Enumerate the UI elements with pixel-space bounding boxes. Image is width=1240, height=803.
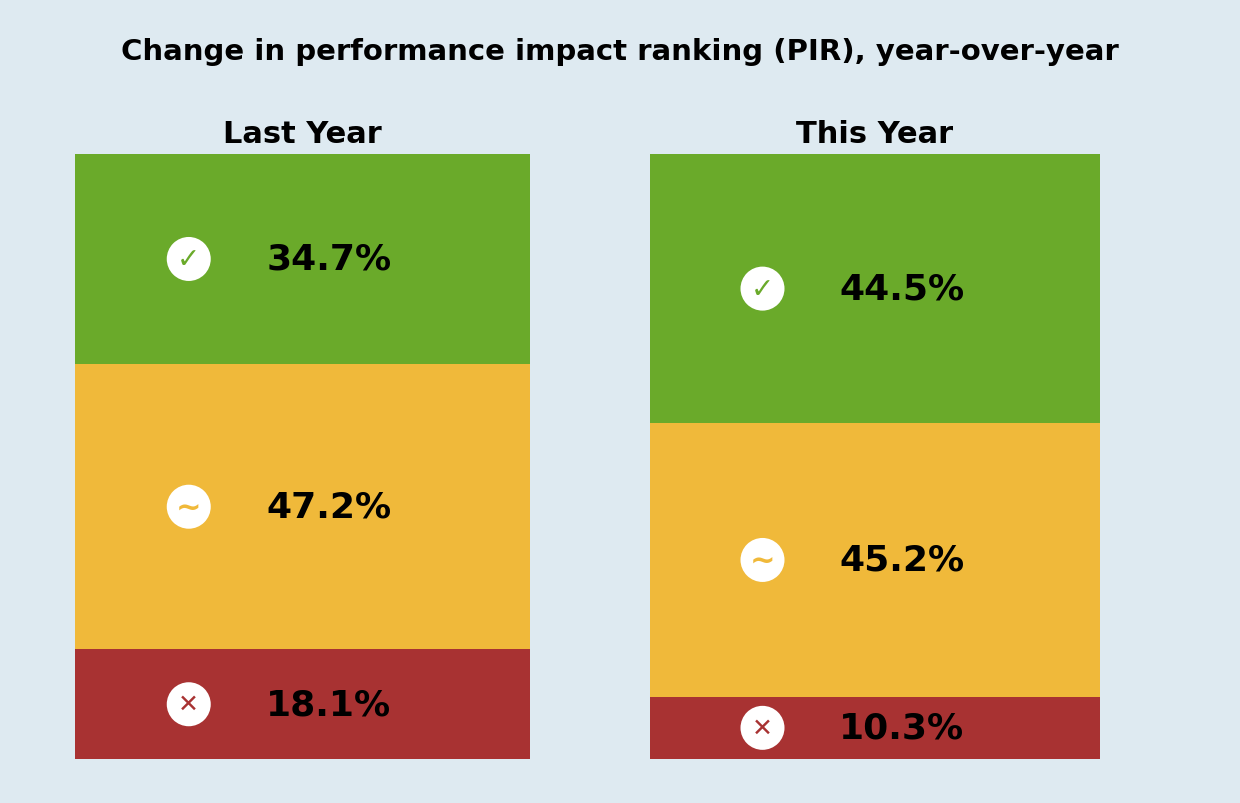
Ellipse shape bbox=[740, 538, 785, 582]
Text: Change in performance impact ranking (PIR), year-over-year: Change in performance impact ranking (PI… bbox=[122, 38, 1118, 66]
Ellipse shape bbox=[740, 267, 785, 312]
Ellipse shape bbox=[166, 485, 211, 529]
Ellipse shape bbox=[166, 683, 211, 727]
Bar bbox=[650, 155, 1100, 424]
Ellipse shape bbox=[740, 706, 785, 750]
Bar bbox=[650, 697, 1100, 759]
Text: ✕: ✕ bbox=[179, 692, 200, 716]
Bar bbox=[74, 155, 529, 365]
Bar bbox=[74, 650, 529, 759]
Text: ∼: ∼ bbox=[750, 547, 775, 576]
Text: 10.3%: 10.3% bbox=[839, 711, 965, 745]
Ellipse shape bbox=[166, 238, 211, 282]
Text: This Year: This Year bbox=[796, 120, 954, 149]
Text: ✓: ✓ bbox=[177, 246, 201, 274]
Text: ✕: ✕ bbox=[751, 716, 773, 740]
Text: 44.5%: 44.5% bbox=[839, 272, 965, 306]
Text: 34.7%: 34.7% bbox=[267, 243, 392, 276]
Bar bbox=[74, 365, 529, 650]
Text: 45.2%: 45.2% bbox=[839, 544, 965, 577]
Text: ✓: ✓ bbox=[751, 275, 774, 304]
Text: 47.2%: 47.2% bbox=[267, 490, 392, 524]
Text: Last Year: Last Year bbox=[223, 120, 382, 149]
Text: ∼: ∼ bbox=[176, 494, 201, 523]
Bar bbox=[650, 424, 1100, 697]
Text: 18.1%: 18.1% bbox=[267, 687, 392, 721]
